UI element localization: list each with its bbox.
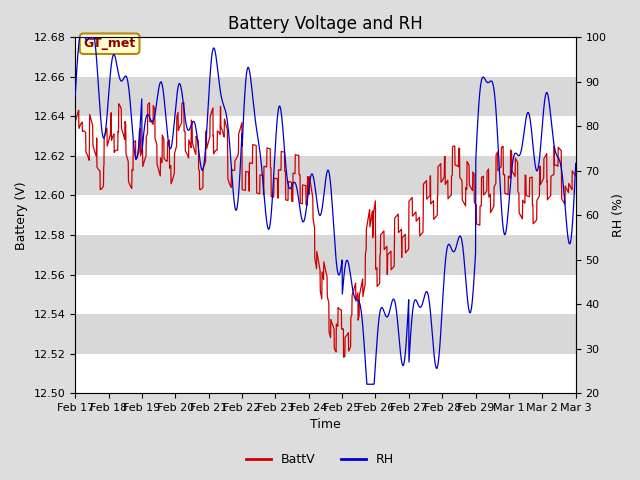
- Text: GT_met: GT_met: [83, 37, 136, 50]
- Bar: [75, 235, 576, 275]
- Y-axis label: Battery (V): Battery (V): [15, 181, 28, 250]
- Bar: [75, 156, 576, 195]
- Bar: [75, 354, 576, 393]
- Bar: [75, 116, 576, 156]
- Bar: [75, 77, 576, 116]
- Bar: [75, 195, 576, 235]
- Title: Battery Voltage and RH: Battery Voltage and RH: [228, 15, 423, 33]
- Legend: BattV, RH: BattV, RH: [241, 448, 399, 471]
- Bar: [75, 275, 576, 314]
- X-axis label: Time: Time: [310, 419, 341, 432]
- Bar: [75, 314, 576, 354]
- Bar: [75, 37, 576, 77]
- Y-axis label: RH (%): RH (%): [612, 193, 625, 237]
